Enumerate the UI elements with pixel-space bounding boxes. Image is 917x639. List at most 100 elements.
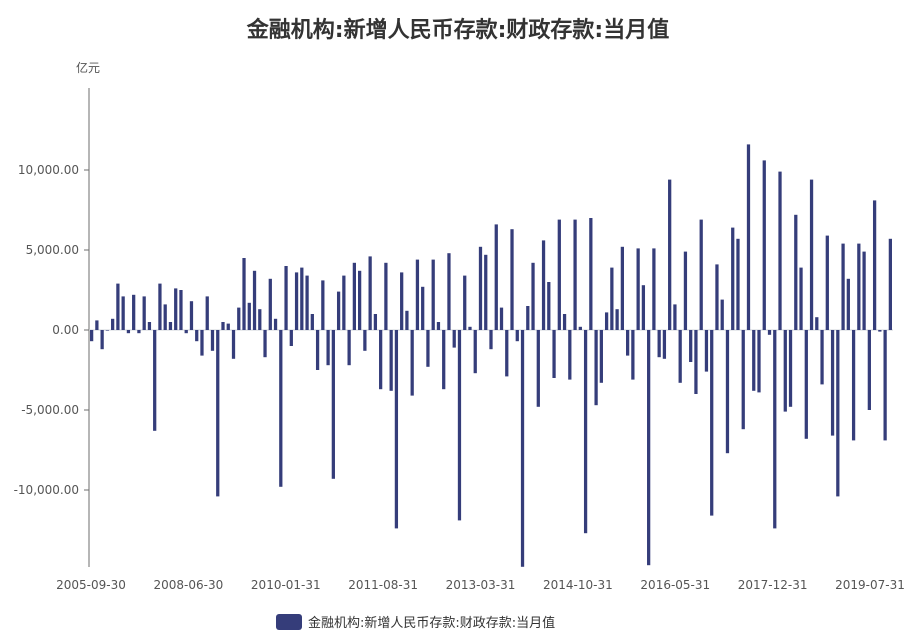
bar[interactable] <box>872 200 877 330</box>
bar[interactable] <box>657 330 661 358</box>
bar[interactable] <box>468 326 472 330</box>
bar[interactable] <box>279 330 283 487</box>
bar[interactable] <box>326 330 330 366</box>
bar[interactable] <box>153 330 157 431</box>
bar[interactable] <box>121 296 125 330</box>
bar[interactable] <box>788 330 793 407</box>
bar[interactable] <box>363 330 367 351</box>
bar[interactable] <box>731 227 735 330</box>
bar[interactable] <box>746 144 751 330</box>
bar[interactable] <box>830 330 835 436</box>
bar[interactable] <box>594 330 598 406</box>
bar[interactable] <box>505 330 509 377</box>
bar[interactable] <box>452 330 456 348</box>
bar[interactable] <box>736 238 740 330</box>
bar[interactable] <box>273 318 278 330</box>
bar[interactable] <box>310 314 314 330</box>
bar[interactable] <box>699 219 703 330</box>
bar[interactable] <box>436 322 441 330</box>
bar[interactable] <box>200 330 204 356</box>
bar[interactable] <box>836 330 840 497</box>
bar[interactable] <box>400 272 404 330</box>
bar[interactable] <box>263 330 267 358</box>
bar[interactable] <box>289 330 293 346</box>
bar[interactable] <box>358 270 362 330</box>
bar[interactable] <box>137 330 141 334</box>
bar[interactable] <box>515 330 519 342</box>
bar[interactable] <box>647 330 651 566</box>
bar[interactable] <box>226 323 230 330</box>
bar[interactable] <box>336 291 341 330</box>
bar[interactable] <box>100 330 104 350</box>
bar[interactable] <box>205 296 209 330</box>
bar[interactable] <box>526 306 530 330</box>
bar[interactable] <box>284 266 288 330</box>
bar[interactable] <box>331 330 335 479</box>
bar[interactable] <box>373 314 378 330</box>
bar[interactable] <box>379 330 383 390</box>
bar[interactable] <box>478 246 483 330</box>
bar[interactable] <box>457 330 462 521</box>
bar[interactable] <box>615 309 619 330</box>
bar[interactable] <box>673 304 677 330</box>
bar[interactable] <box>463 275 467 330</box>
bar[interactable] <box>499 307 504 330</box>
bar[interactable] <box>636 248 640 330</box>
bar[interactable] <box>473 330 477 374</box>
bar[interactable] <box>552 330 556 378</box>
bar[interactable] <box>773 330 777 529</box>
bar[interactable] <box>247 302 251 330</box>
bar[interactable] <box>741 330 745 430</box>
bar[interactable] <box>242 258 246 330</box>
bar[interactable] <box>221 322 225 330</box>
bar[interactable] <box>489 330 493 350</box>
bar[interactable] <box>105 330 110 331</box>
bar[interactable] <box>678 330 682 383</box>
bar[interactable] <box>583 330 588 534</box>
bar[interactable] <box>888 238 892 330</box>
bar[interactable] <box>90 330 94 342</box>
bar[interactable] <box>147 322 152 330</box>
bar[interactable] <box>804 330 808 439</box>
bar[interactable] <box>752 330 756 391</box>
bar[interactable] <box>142 296 146 330</box>
bar[interactable] <box>589 218 593 330</box>
bar[interactable] <box>163 304 167 330</box>
bar[interactable] <box>384 262 388 330</box>
bar[interactable] <box>620 246 624 330</box>
bar[interactable] <box>184 330 188 334</box>
bar[interactable] <box>668 179 672 330</box>
bar[interactable] <box>767 330 772 335</box>
bar[interactable] <box>95 320 99 330</box>
bar[interactable] <box>347 330 351 366</box>
bar[interactable] <box>158 283 162 330</box>
bar[interactable] <box>305 275 309 330</box>
bar[interactable] <box>352 262 356 330</box>
bar[interactable] <box>846 278 850 330</box>
bar[interactable] <box>825 235 829 330</box>
bar[interactable] <box>520 330 525 567</box>
bar[interactable] <box>851 330 856 441</box>
bar[interactable] <box>720 299 724 330</box>
bar[interactable] <box>536 330 540 407</box>
bar[interactable] <box>599 330 603 383</box>
bar[interactable] <box>415 259 420 330</box>
bar[interactable] <box>237 307 241 330</box>
bar[interactable] <box>531 262 535 330</box>
bar[interactable] <box>794 214 798 330</box>
bar[interactable] <box>494 224 498 330</box>
bar[interactable] <box>179 290 183 330</box>
bar[interactable] <box>426 330 430 367</box>
bar[interactable] <box>694 330 698 394</box>
bar[interactable] <box>631 330 635 380</box>
bar[interactable] <box>116 283 120 330</box>
bar[interactable] <box>783 330 787 412</box>
bar[interactable] <box>799 267 803 330</box>
bar[interactable] <box>578 326 582 330</box>
bar[interactable] <box>641 285 646 330</box>
bar[interactable] <box>610 267 614 330</box>
bar[interactable] <box>662 330 667 359</box>
bar[interactable] <box>778 171 782 330</box>
bar[interactable] <box>189 301 194 330</box>
bar[interactable] <box>442 330 446 390</box>
